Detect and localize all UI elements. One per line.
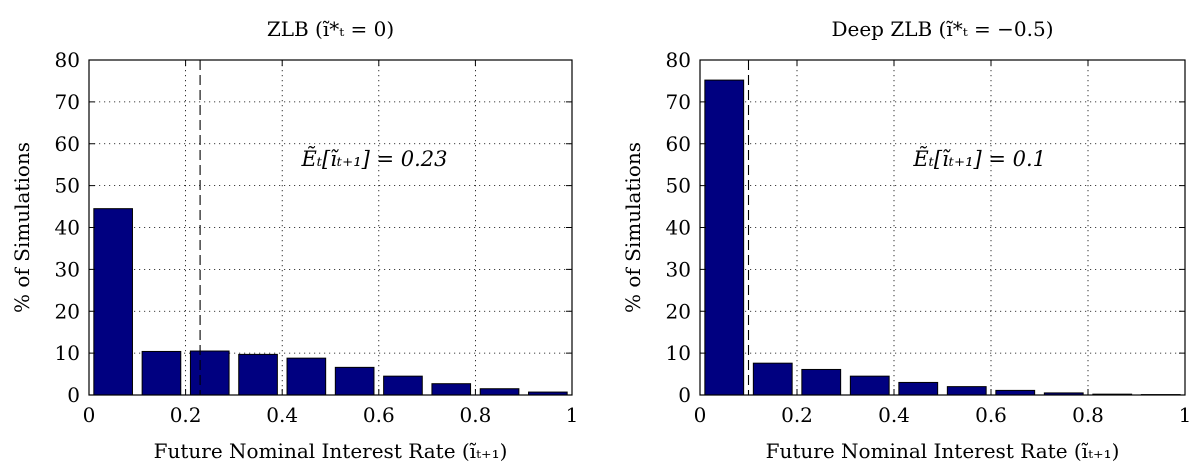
x-tick-label: 0 [694,403,707,427]
x-axis-label: Future Nominal Interest Rate (ĩₜ₊₁) [766,439,1120,463]
left-chart-panel: 0 10 20 30 40 50 60 70 80 0 0.2 0.4 0.6 0.8 1 ZLB (ĩ*ₜ … [10,17,578,463]
x-tick-label: 0.2 [170,403,202,427]
right-chart-panel: 0 10 20 30 40 50 60 70 80 0 0.2 0.4 0.6 0.8 1 Deep ZLB … [621,17,1191,463]
histogram-bar [383,375,423,396]
histogram-bar [141,350,182,396]
y-tick-label: 80 [666,48,691,72]
histogram-bar [995,389,1036,396]
x-tick-label: 1 [1179,403,1192,427]
x-tick-label: 0.6 [363,403,395,427]
histogram-bar [286,357,327,396]
histogram-bar [946,386,987,396]
y-tick-label: 70 [666,90,691,114]
histogram-bar [238,353,278,396]
y-tick-label: 10 [55,341,80,365]
x-axis-label: Future Nominal Interest Rate (ĩₜ₊₁) [154,439,508,463]
chart-title: Deep ZLB (ĩ*ₜ = −0.5) [831,17,1053,41]
y-axis-label: % of Simulations [10,142,34,313]
x-tick-label: 0.6 [975,403,1007,427]
y-tick-label: 0 [67,383,80,407]
x-tick-label: 0 [83,403,96,427]
histogram-bar [189,350,230,396]
y-tick-label: 50 [55,174,80,198]
y-tick-label: 40 [55,216,80,240]
x-tick-label: 0.2 [781,403,813,427]
y-tick-label: 40 [666,216,691,240]
x-tick-label: 0.8 [459,403,491,427]
y-tick-label: 20 [666,299,691,323]
x-tick-label: 0.4 [878,403,910,427]
histogram-bar [704,79,745,396]
x-tick-label: 1 [566,403,579,427]
y-tick-label: 10 [666,341,691,365]
y-tick-label: 0 [678,383,691,407]
histogram-bar [479,388,520,396]
y-tick-label: 30 [55,257,80,281]
y-tick-label: 30 [666,257,691,281]
y-axis-label: % of Simulations [621,142,645,313]
y-tick-label: 50 [666,174,691,198]
y-tick-label: 60 [666,132,691,156]
histogram-bar [334,366,375,396]
chart-title: ZLB (ĩ*ₜ = 0) [267,17,394,41]
histogram-bar [93,208,133,396]
y-tick-label: 80 [55,48,80,72]
y-tick-label: 70 [55,90,80,114]
expected-value-annotation: Ẽₜ[ĩₜ₊₁] = 0.23 [301,147,448,171]
expected-value-annotation: Ẽₜ[ĩₜ₊₁] = 0.1 [912,147,1046,171]
histogram-bar [898,381,939,396]
y-tick-label: 60 [55,132,80,156]
x-tick-label: 0.4 [266,403,298,427]
y-tick-label: 20 [55,299,80,323]
histogram-bar [431,383,472,396]
histogram-bar [801,368,842,396]
plot-frame [699,59,1186,396]
histogram-bar [752,362,793,396]
histogram-bar [849,375,890,396]
x-tick-label: 0.8 [1072,403,1104,427]
